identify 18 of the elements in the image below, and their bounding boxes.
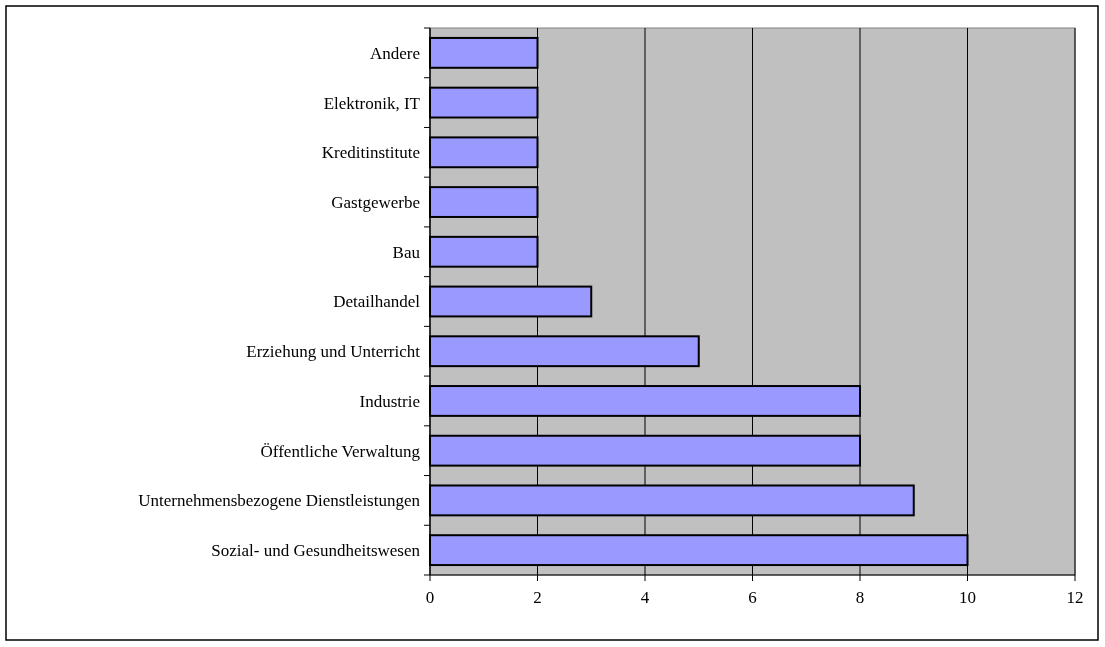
y-tick-label: Öffentliche Verwaltung — [260, 441, 421, 461]
y-tick-label: Elektronik, IT — [323, 93, 421, 113]
x-tick-label: 6 — [748, 588, 757, 607]
x-tick-label: 2 — [533, 588, 542, 607]
y-tick-label: Kreditinstitute — [321, 143, 420, 163]
y-tick-label: Gastgewerbe — [331, 193, 420, 212]
x-tick-label: 0 — [425, 588, 435, 607]
y-tick-label: Andere — [369, 43, 420, 63]
x-tick-label: 8 — [855, 588, 865, 607]
y-tick-label: Unternehmensbezogene Dienstleistungen — [138, 491, 421, 511]
y-tick-label: Industrie — [359, 391, 420, 411]
y-tick-label: Erziehung und Unterricht — [246, 342, 421, 362]
x-tick-label: 10 — [959, 588, 976, 607]
y-tick-label: Bau — [392, 242, 421, 262]
y-tick-label: Sozial- und Gesundheitswesen — [211, 541, 421, 561]
x-tick-label: 12 — [1066, 588, 1084, 607]
y-tick-label: Detailhandel — [333, 292, 421, 312]
x-tick-label: 4 — [640, 588, 650, 607]
